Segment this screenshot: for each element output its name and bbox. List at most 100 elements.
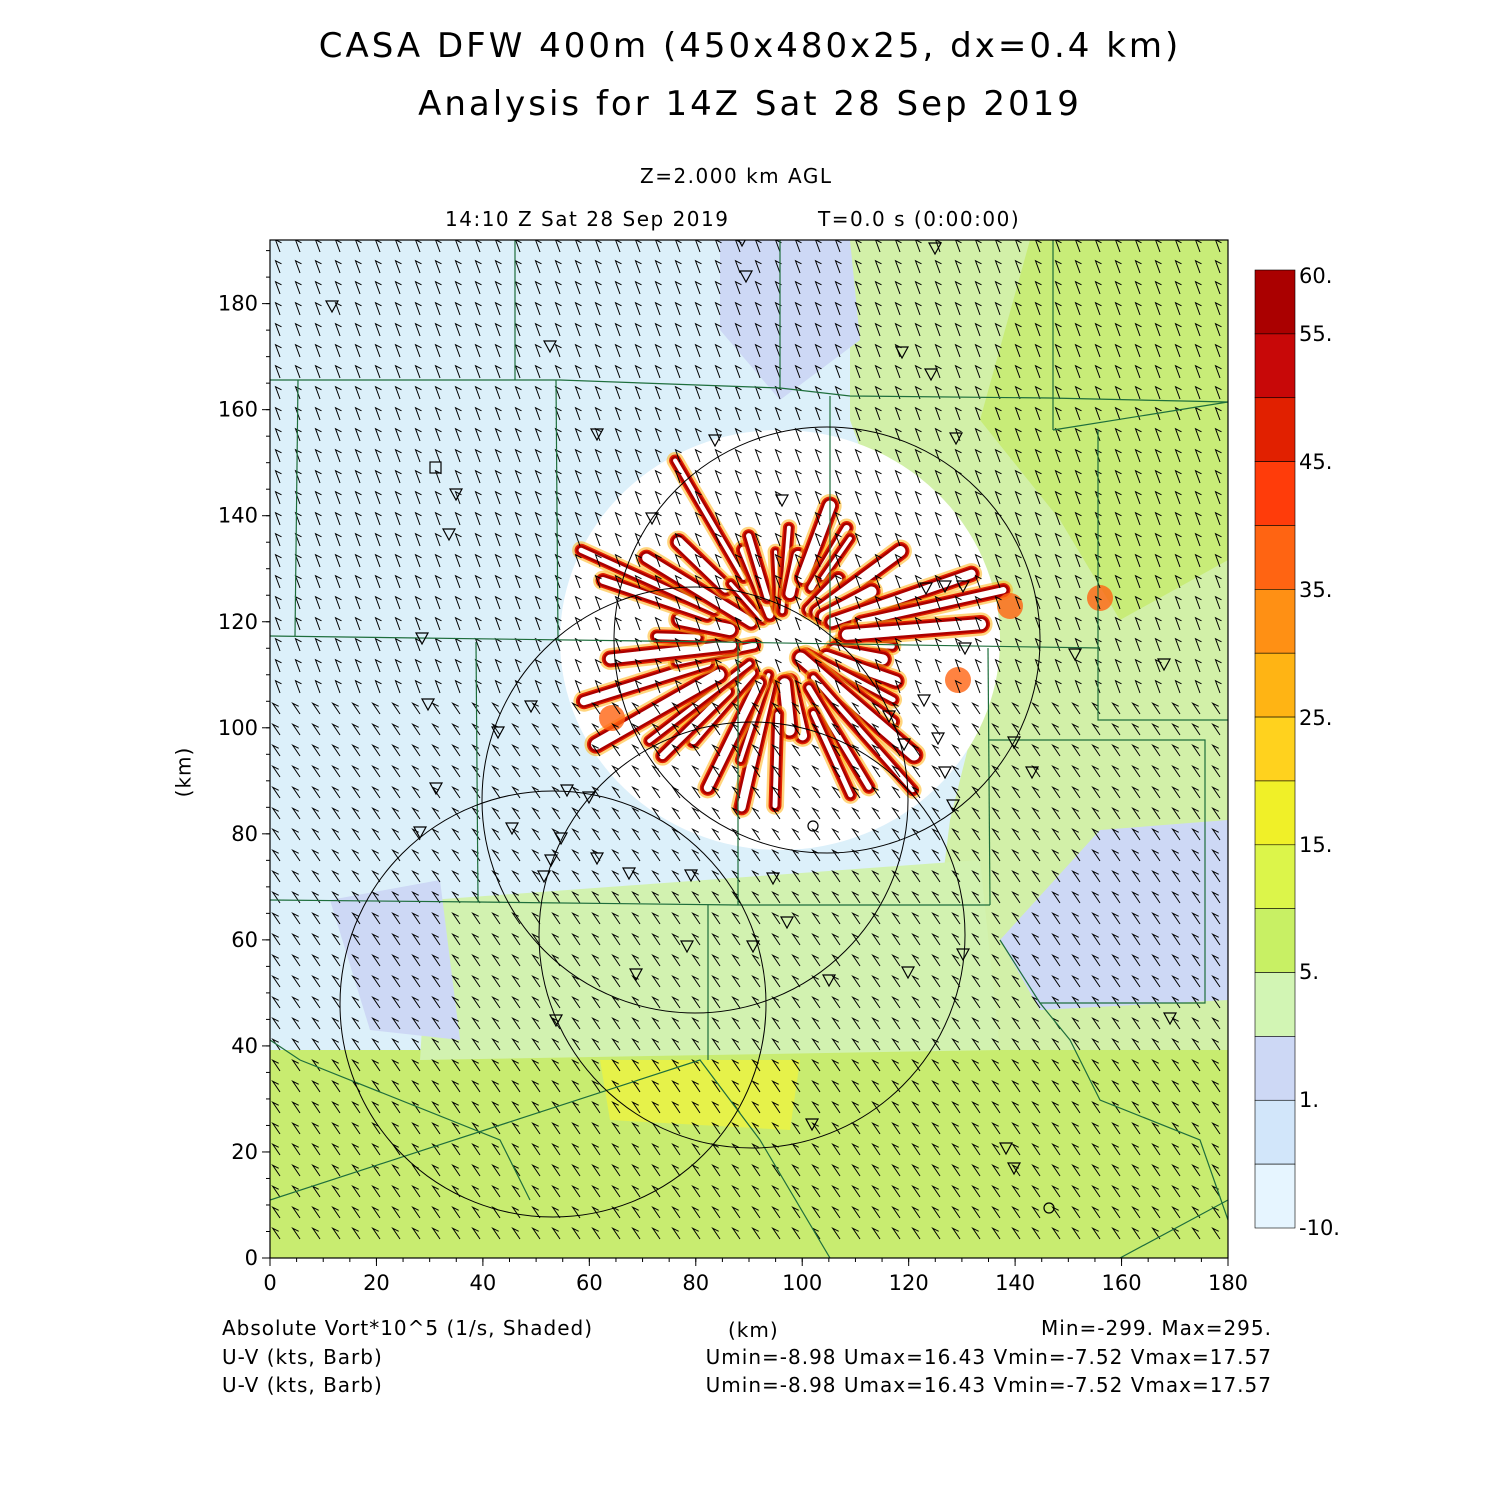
wind-barb [1171,1142,1181,1156]
wind-barb [674,532,682,547]
wind-barb [774,532,782,547]
wind-barb [1171,1058,1181,1072]
wind-barb [334,490,342,505]
wind-barb [331,911,341,925]
wind-barb [434,595,442,610]
wind-barb [1034,490,1042,505]
wind-barb [911,953,921,967]
wind-barb [574,280,582,295]
wind-barb [431,722,441,736]
wind-barb [311,1016,321,1030]
wind-barb [274,658,282,673]
wind-barb [551,974,561,988]
wind-barb [871,890,881,904]
wind-barb [531,1037,541,1051]
wind-barb [575,240,582,253]
wind-barb [391,722,401,736]
wind-barb [1214,616,1222,631]
wind-barb [354,532,362,547]
wind-barb [474,616,482,631]
wind-barb [554,259,562,274]
wind-barb [614,301,622,316]
wind-barb [634,595,642,610]
wind-barb [934,595,942,610]
wind-barb [1191,1142,1201,1156]
wind-barb [631,806,641,820]
wind-barb [631,1205,641,1219]
wind-barb [1214,553,1222,568]
wind-barb [551,932,561,946]
wind-barb [574,490,582,505]
wind-barb [414,301,422,316]
wind-barb [1091,1079,1101,1093]
wind-barb [271,1079,281,1093]
wind-barb [974,280,982,295]
wind-barb [1071,722,1081,736]
wind-barb [471,1226,481,1240]
wind-barb [611,911,621,925]
wind-barb [654,259,662,274]
wind-barb [894,637,902,652]
wind-barb [714,511,722,526]
wind-barb [331,869,341,883]
wind-barb [1091,1058,1101,1072]
wind-barb [1091,1016,1101,1030]
wind-barb [494,343,502,358]
wind-barb [294,448,302,463]
wind-barb [591,911,601,925]
wind-barb [534,343,542,358]
wind-barb [454,343,462,358]
wind-barb [1091,785,1101,799]
wind-barb [931,953,941,967]
wind-barb [1031,953,1041,967]
wind-barb [831,1016,841,1030]
wind-barb [354,616,362,631]
wind-barb [631,785,641,799]
wind-barb [471,932,481,946]
wind-barb [654,574,662,589]
wind-barb [611,785,621,799]
wind-barb [691,1142,701,1156]
wind-barb [411,890,421,904]
wind-barb [1134,595,1142,610]
wind-barb [1031,995,1041,1009]
wind-barb [474,280,482,295]
wind-barb [1171,701,1181,715]
wind-barb [1154,469,1162,484]
wind-barb [1034,511,1042,526]
wind-barb [671,953,681,967]
wind-barb [1131,743,1141,757]
wind-barb [571,1184,581,1198]
wind-barb [914,553,922,568]
wind-barb [531,1121,541,1135]
wind-barb [1011,764,1021,778]
wind-barb [534,322,542,337]
wind-barb [691,1037,701,1051]
wind-barb [811,1142,821,1156]
wind-barb [691,932,701,946]
wind-barb [711,722,721,736]
wind-barb [1214,280,1222,295]
wind-barb [331,1016,341,1030]
wind-barb [494,553,502,568]
wind-barb [491,1037,501,1051]
wind-barb [1191,701,1201,715]
station-marker [414,632,430,646]
wind-barb [351,1037,361,1051]
wind-barb [851,764,861,778]
wind-barb [711,911,721,925]
wind-barb [991,1184,1001,1198]
wind-barb [831,995,841,1009]
yellow-patch [600,1060,800,1130]
wind-barb [891,974,901,988]
wind-barb [571,1058,581,1072]
wind-barb [374,574,382,589]
wind-barb [834,259,842,274]
wind-barb [1134,427,1142,442]
wind-barb [671,1142,681,1156]
wind-barb [531,848,541,862]
wind-barb [975,240,982,253]
wind-barb [891,1058,901,1072]
wind-barb [754,448,762,463]
wind-barb [334,574,342,589]
